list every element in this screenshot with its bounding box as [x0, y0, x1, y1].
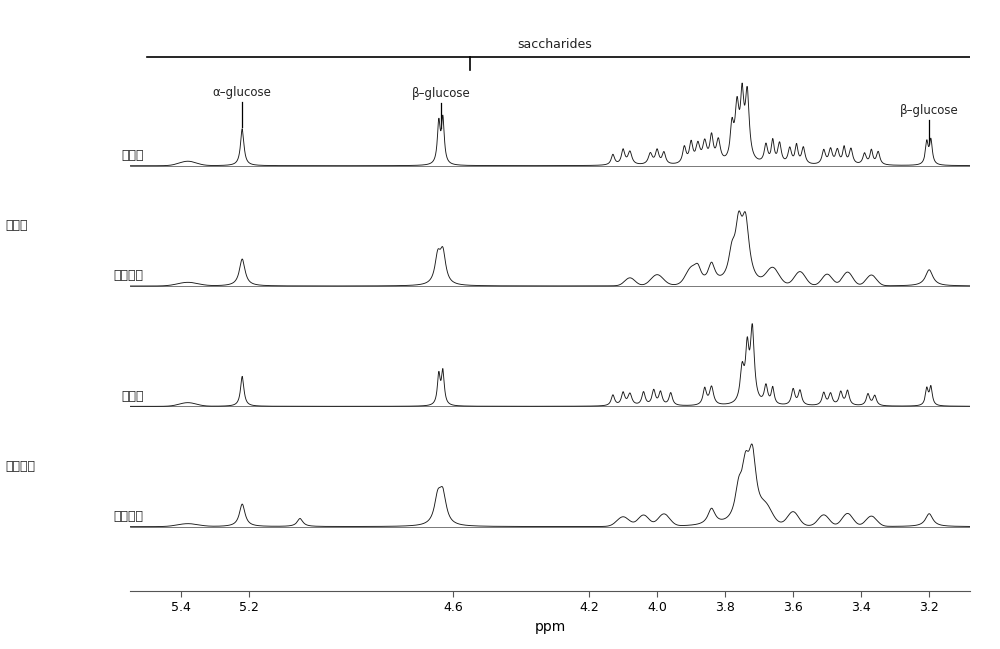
Text: 常规谱图: 常规谱图 — [114, 269, 144, 282]
Text: 常规谱图: 常规谱图 — [114, 510, 144, 523]
Text: β–glucose: β–glucose — [900, 104, 959, 117]
Text: β–glucose: β–glucose — [412, 88, 471, 101]
Text: saccharides: saccharides — [518, 38, 592, 51]
Text: 去偶谱: 去偶谱 — [121, 149, 144, 162]
Text: α–glucose: α–glucose — [213, 86, 272, 99]
Text: 真蜂蜜: 真蜂蜜 — [5, 219, 28, 232]
Text: 掺假蜂蜜: 掺假蜂蜜 — [5, 460, 35, 473]
Text: 去偶谱: 去偶谱 — [121, 389, 144, 402]
X-axis label: ppm: ppm — [534, 620, 566, 633]
